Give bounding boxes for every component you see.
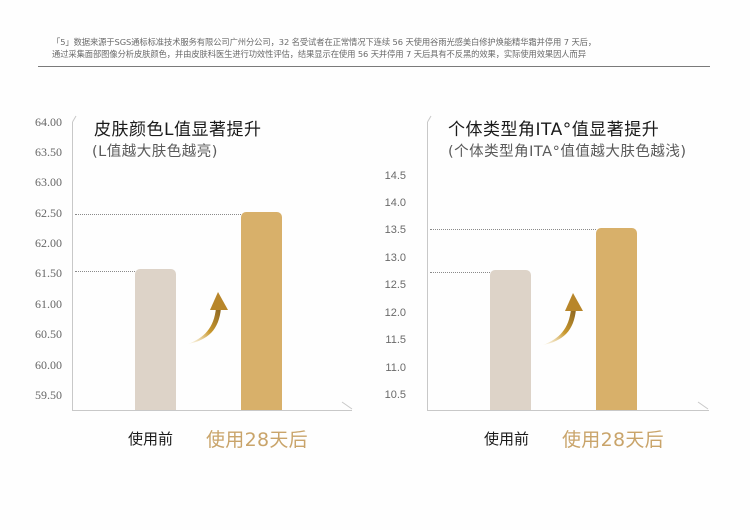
x-axis xyxy=(427,410,709,411)
y-tick: 14.5 xyxy=(384,170,406,182)
y-tick: 59.50 xyxy=(35,388,62,402)
y-tick: 60.50 xyxy=(35,327,62,341)
x-label-after: 使用28天后 xyxy=(206,429,308,451)
bar-after xyxy=(241,212,282,410)
y-tick: 12.0 xyxy=(384,307,406,319)
x-axis-arrow-icon xyxy=(341,401,353,410)
increase-arrow-icon xyxy=(543,293,583,345)
reference-line-before xyxy=(430,272,490,273)
y-axis-arrow-icon xyxy=(72,115,77,123)
footnote: 「5」数据来源于SGS通标标准技术服务有限公司广州分公司，32 名受试者在正常情… xyxy=(52,36,672,60)
footnote-line-2: 通过采集面部图像分析皮肤颜色，并由皮肤科医生进行功效性评估，结果显示在使用 56… xyxy=(52,49,586,59)
bar-before xyxy=(490,270,531,410)
reference-line-before xyxy=(75,271,135,272)
divider xyxy=(38,66,710,67)
y-tick: 14.0 xyxy=(384,197,406,209)
bar-before xyxy=(135,269,176,410)
x-axis-arrow-icon xyxy=(697,401,709,410)
y-tick: 12.5 xyxy=(384,279,406,291)
y-axis xyxy=(72,122,73,410)
y-tick: 61.00 xyxy=(35,297,62,311)
y-tick: 11.0 xyxy=(385,362,406,374)
y-tick: 63.00 xyxy=(35,175,62,189)
y-tick: 60.00 xyxy=(35,358,62,372)
y-tick: 10.5 xyxy=(384,389,406,401)
y-axis xyxy=(427,122,428,410)
reference-line-after xyxy=(430,229,596,230)
y-tick: 62.50 xyxy=(35,206,62,220)
x-label-after: 使用28天后 xyxy=(562,429,664,451)
y-tick: 64.00 xyxy=(35,115,62,129)
y-tick: 61.50 xyxy=(35,266,62,280)
y-axis-arrow-icon xyxy=(427,115,432,123)
y-tick: 11.5 xyxy=(385,334,406,346)
y-tick: 13.0 xyxy=(384,252,406,264)
footnote-line-1: 「5」数据来源于SGS通标标准技术服务有限公司广州分公司，32 名受试者在正常情… xyxy=(52,37,597,47)
x-axis xyxy=(72,410,352,411)
y-tick: 63.50 xyxy=(35,145,62,159)
x-label-before: 使用前 xyxy=(484,430,530,448)
bar-after xyxy=(596,228,637,410)
y-tick: 62.00 xyxy=(35,236,62,250)
reference-line-after xyxy=(75,214,241,215)
x-label-before: 使用前 xyxy=(128,430,174,448)
y-tick: 13.5 xyxy=(384,224,406,236)
chart-subtitle: (个体类型角ITA°值值越大肤色越浅) xyxy=(448,144,687,160)
chart-title: 皮肤颜色L值显著提升 xyxy=(94,120,262,140)
increase-arrow-icon xyxy=(188,292,228,344)
chart-subtitle: (L值越大肤色越亮) xyxy=(92,144,218,160)
chart-title: 个体类型角ITA°值显著提升 xyxy=(448,120,660,140)
